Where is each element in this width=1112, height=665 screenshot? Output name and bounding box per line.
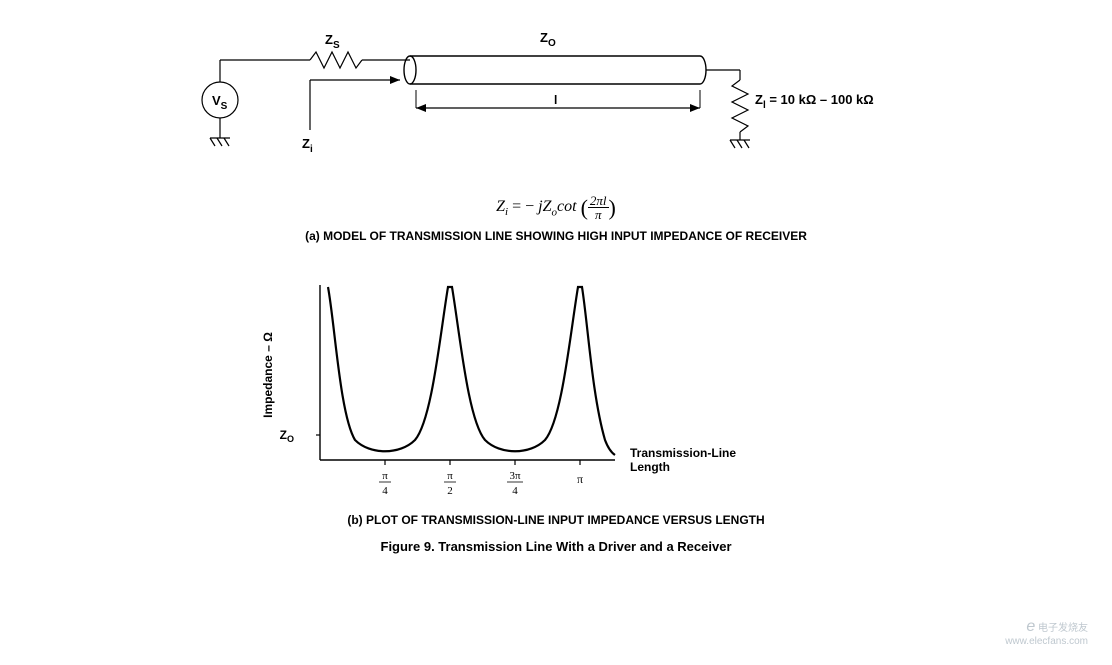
caption-b: (b) PLOT OF TRANSMISSION-LINE INPUT IMPE… bbox=[20, 513, 1092, 527]
svg-text:3π: 3π bbox=[509, 470, 521, 482]
svg-text:π: π bbox=[382, 470, 388, 482]
svg-text:4: 4 bbox=[512, 485, 518, 497]
transmission-line: ZO bbox=[404, 30, 706, 84]
y-tick-zo: ZO bbox=[280, 428, 294, 444]
x-tick-2: 3π 4 bbox=[507, 460, 523, 497]
caption-a: (a) MODEL OF TRANSMISSION LINE SHOWING H… bbox=[20, 229, 1092, 243]
impedance-curve bbox=[328, 287, 615, 455]
svg-text:π: π bbox=[577, 472, 583, 486]
y-axis-label: Impedance – Ω bbox=[261, 332, 275, 418]
svg-text:4: 4 bbox=[382, 485, 388, 497]
impedance-plot: ZO π 4 π 2 3π 4 π bbox=[20, 255, 1092, 505]
x-axis-label: Transmission-LineLength bbox=[630, 446, 736, 474]
x-tick-0: π 4 bbox=[379, 460, 391, 497]
vs-label: VS bbox=[212, 93, 228, 112]
figure-wrapper: VS ZS ZO bbox=[20, 20, 1092, 554]
figure-caption: Figure 9. Transmission Line With a Drive… bbox=[20, 539, 1092, 554]
x-tick-1: π 2 bbox=[444, 460, 456, 497]
svg-text:ZO: ZO bbox=[540, 30, 556, 49]
svg-text:l: l bbox=[554, 93, 557, 107]
watermark: e 电子发烧友 www.elecfans.com bbox=[1005, 618, 1088, 647]
length-dimension: l bbox=[416, 90, 700, 112]
x-tick-3: π bbox=[577, 460, 583, 486]
ground-icon bbox=[210, 138, 230, 146]
zl-resistor bbox=[732, 80, 748, 132]
ground-icon bbox=[730, 140, 750, 148]
svg-text:π: π bbox=[447, 470, 453, 482]
input-impedance-equation: Zi = − jZocot ( 2πl π ) bbox=[20, 194, 1092, 221]
circuit-diagram: VS ZS ZO bbox=[20, 20, 1092, 190]
svg-text:ZS: ZS bbox=[325, 32, 340, 51]
zl-label: Zl = 10 kΩ – 100 kΩ bbox=[755, 92, 874, 111]
zs-resistor: ZS bbox=[310, 32, 362, 68]
svg-text:2: 2 bbox=[447, 485, 453, 497]
svg-text:Zi: Zi bbox=[302, 136, 313, 155]
zi-arrow: Zi bbox=[302, 76, 400, 155]
